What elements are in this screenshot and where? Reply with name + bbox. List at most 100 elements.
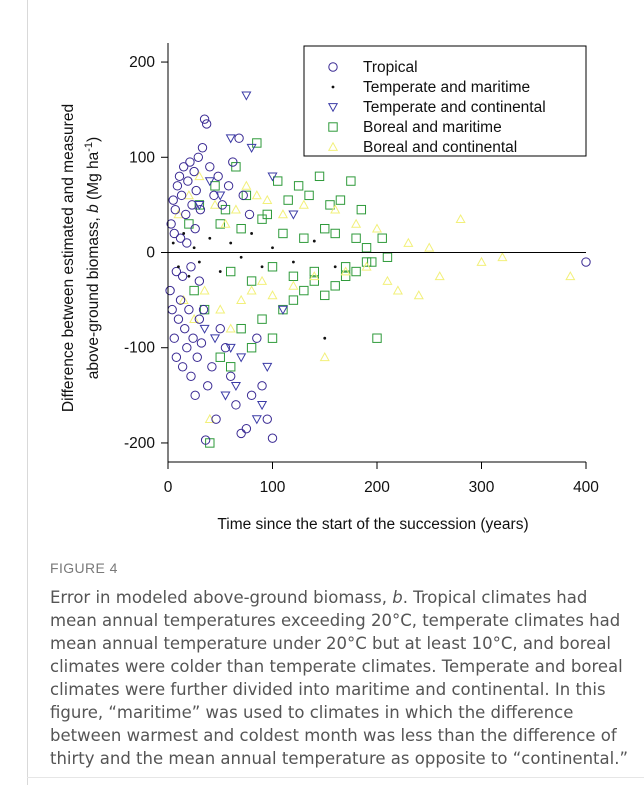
data-point xyxy=(207,362,217,372)
data-point xyxy=(241,180,252,190)
data-point xyxy=(198,304,209,315)
data-point xyxy=(257,381,267,391)
data-point xyxy=(171,266,182,277)
data-point xyxy=(252,138,262,148)
data-point xyxy=(288,210,299,220)
data-point xyxy=(455,213,466,224)
data-point xyxy=(340,271,351,282)
legend-label: Boreal and continental xyxy=(363,139,517,156)
data-point xyxy=(197,260,201,264)
data-point xyxy=(267,333,278,343)
left-divider xyxy=(27,0,28,785)
data-point xyxy=(246,143,257,153)
data-point xyxy=(200,435,211,445)
axis-labels: Time since the start of the succession (… xyxy=(60,104,529,533)
y-tick-label: -200 xyxy=(124,435,155,452)
data-point xyxy=(190,390,200,401)
data-point xyxy=(424,242,435,252)
data-point xyxy=(167,304,177,315)
data-point xyxy=(246,390,257,401)
data-point xyxy=(182,343,192,353)
data-point xyxy=(199,324,210,334)
data-point xyxy=(236,223,246,234)
data-point xyxy=(226,362,236,372)
data-point xyxy=(220,204,231,215)
data-point xyxy=(182,232,186,235)
data-point xyxy=(320,290,330,301)
data-point xyxy=(210,181,220,191)
data-point xyxy=(189,166,199,177)
data-point xyxy=(277,305,288,315)
data-point xyxy=(238,190,248,201)
data-point xyxy=(299,233,309,243)
data-point xyxy=(382,275,393,285)
caption-italic: b xyxy=(392,588,403,607)
data-point xyxy=(231,162,241,172)
data-point xyxy=(581,257,591,267)
data-point xyxy=(166,219,176,229)
data-point xyxy=(262,194,273,204)
data-point xyxy=(239,255,243,259)
data-point xyxy=(230,204,241,214)
data-point xyxy=(186,262,196,272)
data-point xyxy=(218,270,222,273)
data-point xyxy=(271,246,274,250)
data-point xyxy=(262,414,272,424)
data-point xyxy=(241,190,252,201)
data-point xyxy=(168,195,178,205)
legend-marker xyxy=(331,85,335,89)
data-point xyxy=(299,285,309,296)
data-point xyxy=(169,333,179,343)
data-point xyxy=(215,191,226,201)
data-point xyxy=(312,239,316,243)
data-point xyxy=(225,134,236,144)
data-point xyxy=(361,261,372,271)
data-point xyxy=(199,114,210,124)
data-point xyxy=(257,401,268,411)
y-axis-title-sup: -1 xyxy=(83,142,95,152)
y-axis-title-end: ) xyxy=(85,137,102,142)
data-point xyxy=(325,200,335,210)
data-point xyxy=(194,171,205,181)
data-point xyxy=(241,423,252,434)
data-point xyxy=(309,266,320,277)
data-point xyxy=(267,433,278,443)
data-point xyxy=(262,362,273,373)
data-point xyxy=(199,285,210,295)
data-point xyxy=(361,257,372,267)
data-point xyxy=(377,233,387,243)
y-tick-label: 0 xyxy=(146,245,155,262)
data-point xyxy=(220,343,231,353)
data-point xyxy=(229,241,233,245)
data-point xyxy=(234,133,244,143)
data-point xyxy=(246,276,257,286)
data-point xyxy=(171,352,182,362)
data-point xyxy=(288,295,299,305)
data-point xyxy=(185,157,195,167)
legend-marker xyxy=(327,103,339,113)
data-point xyxy=(251,190,262,200)
data-point xyxy=(288,280,299,290)
data-point xyxy=(476,256,487,266)
data-point xyxy=(565,271,576,281)
y-axis-title-line2: above-ground biomass, b (Mg ha-1) xyxy=(83,137,102,379)
data-point xyxy=(273,176,283,186)
caption-rest: . Tropical climates had mean annual temp… xyxy=(50,588,628,768)
data-point xyxy=(209,199,221,209)
data-point xyxy=(191,185,201,196)
data-point xyxy=(292,260,295,264)
data-point xyxy=(323,336,327,340)
data-point xyxy=(213,171,223,182)
data-point xyxy=(351,218,362,228)
x-tick-label: 400 xyxy=(573,479,599,496)
data-point xyxy=(319,352,330,362)
legend-box xyxy=(303,45,587,157)
data-point xyxy=(267,172,278,182)
x-tick-label: 300 xyxy=(469,479,495,496)
data-point xyxy=(236,323,246,334)
legend-label: Temperate and continental xyxy=(363,99,546,116)
data-point xyxy=(288,271,299,282)
data-point xyxy=(246,285,257,295)
data-point xyxy=(220,218,231,228)
